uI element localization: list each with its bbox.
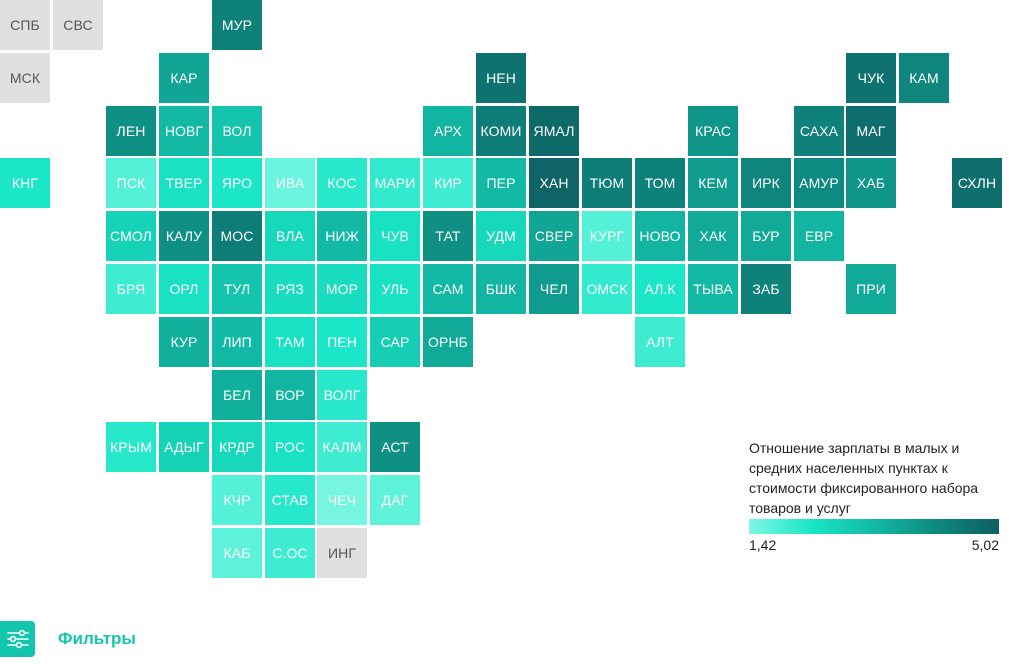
region-tile[interactable]: КИР: [423, 158, 473, 208]
region-tile[interactable]: ОМСК: [582, 264, 632, 314]
region-tile[interactable]: МАРИ: [370, 158, 420, 208]
region-tile[interactable]: МАГ: [846, 106, 896, 156]
region-tile[interactable]: УЛЬ: [370, 264, 420, 314]
region-tile[interactable]: САХА: [794, 106, 844, 156]
region-tile[interactable]: КЕМ: [688, 158, 738, 208]
region-tile[interactable]: ЧЕЛ: [529, 264, 579, 314]
region-tile[interactable]: КАР: [159, 53, 209, 103]
region-tile[interactable]: ТОМ: [635, 158, 685, 208]
region-tile[interactable]: ОРНБ: [423, 317, 473, 367]
region-tile[interactable]: КЧР: [212, 475, 262, 525]
region-tile[interactable]: АМУР: [794, 158, 844, 208]
region-tile[interactable]: АЛ.К: [635, 264, 685, 314]
region-tile[interactable]: КОС: [317, 158, 367, 208]
region-tile[interactable]: ТУЛ: [212, 264, 262, 314]
region-tile[interactable]: ПЕР: [476, 158, 526, 208]
region-tile[interactable]: ПСК: [106, 158, 156, 208]
region-tile[interactable]: ХАН: [529, 158, 579, 208]
region-tile[interactable]: ТЮМ: [582, 158, 632, 208]
region-tile[interactable]: ВОЛГ: [317, 370, 367, 420]
region-tile[interactable]: БРЯ: [106, 264, 156, 314]
region-tile[interactable]: АСТ: [370, 422, 420, 472]
region-tile[interactable]: СТАВ: [265, 475, 315, 525]
region-tile[interactable]: ЕВР: [794, 211, 844, 261]
region-tile[interactable]: АДЫГ: [159, 422, 209, 472]
region-tile[interactable]: АРХ: [423, 106, 473, 156]
region-tile[interactable]: ИНГ: [317, 528, 367, 578]
region-tile[interactable]: ЧЕЧ: [317, 475, 367, 525]
region-tile[interactable]: ПРИ: [846, 264, 896, 314]
region-tile[interactable]: ХАК: [688, 211, 738, 261]
legend-min-label: 1,42: [749, 537, 777, 553]
legend-labels: 1,42 5,02: [749, 537, 1001, 557]
region-tile[interactable]: КАМ: [899, 53, 949, 103]
filters-label[interactable]: Фильтры: [58, 629, 136, 648]
region-tile[interactable]: ПЕН: [317, 317, 367, 367]
region-tile[interactable]: ДАГ: [370, 475, 420, 525]
region-tile[interactable]: ТЫВА: [688, 264, 738, 314]
region-tile[interactable]: ЯМАЛ: [529, 106, 579, 156]
region-tile[interactable]: ЗАБ: [741, 264, 791, 314]
region-tile[interactable]: ВОР: [265, 370, 315, 420]
region-tile[interactable]: ВОЛ: [212, 106, 262, 156]
region-tile[interactable]: БШК: [476, 264, 526, 314]
region-tile[interactable]: ТАТ: [423, 211, 473, 261]
region-tile[interactable]: ИРК: [741, 158, 791, 208]
filters-button[interactable]: Фильтры: [0, 621, 200, 657]
region-tile[interactable]: АЛТ: [635, 317, 685, 367]
region-tile[interactable]: КАЛУ: [159, 211, 209, 261]
region-tile[interactable]: МСК: [0, 53, 50, 103]
region-tile[interactable]: ВЛА: [265, 211, 315, 261]
region-tile[interactable]: БЕЛ: [212, 370, 262, 420]
region-tile[interactable]: СВЕР: [529, 211, 579, 261]
legend: Отношение зарплаты в малых и средних нас…: [749, 438, 1001, 557]
region-tile[interactable]: КУРГ: [582, 211, 632, 261]
region-tile[interactable]: САР: [370, 317, 420, 367]
region-tile[interactable]: ЛИП: [212, 317, 262, 367]
region-tile[interactable]: ЯРО: [212, 158, 262, 208]
region-tile[interactable]: КОМИ: [476, 106, 526, 156]
region-tile[interactable]: МОР: [317, 264, 367, 314]
legend-max-label: 5,02: [971, 537, 999, 553]
region-tile[interactable]: КРАС: [688, 106, 738, 156]
region-tile[interactable]: ХАБ: [846, 158, 896, 208]
region-tile[interactable]: ЛЕН: [106, 106, 156, 156]
region-tile[interactable]: КНГ: [0, 158, 50, 208]
region-tile[interactable]: РЯЗ: [265, 264, 315, 314]
region-tile[interactable]: НОВО: [635, 211, 685, 261]
region-tile[interactable]: ТАМ: [265, 317, 315, 367]
region-tile[interactable]: ИВА: [265, 158, 315, 208]
region-tile[interactable]: ТВЕР: [159, 158, 209, 208]
region-tile[interactable]: МОС: [212, 211, 262, 261]
region-tile[interactable]: КРЫМ: [106, 422, 156, 472]
region-tile[interactable]: УДМ: [476, 211, 526, 261]
region-tile[interactable]: КАБ: [212, 528, 262, 578]
region-tile[interactable]: ОРЛ: [159, 264, 209, 314]
region-tile[interactable]: МУР: [212, 0, 262, 50]
region-tile[interactable]: СВС: [53, 0, 103, 50]
legend-title: Отношение зарплаты в малых и средних нас…: [749, 440, 979, 516]
region-tile[interactable]: НЕН: [476, 53, 526, 103]
region-tile[interactable]: НОВГ: [159, 106, 209, 156]
region-tile[interactable]: РОС: [265, 422, 315, 472]
region-tile[interactable]: САМ: [423, 264, 473, 314]
region-tile[interactable]: СМОЛ: [106, 211, 156, 261]
region-tile[interactable]: КРДР: [212, 422, 262, 472]
region-tile[interactable]: ЧУК: [846, 53, 896, 103]
region-tile[interactable]: ЧУВ: [370, 211, 420, 261]
region-tile[interactable]: КАЛМ: [317, 422, 367, 472]
region-tile[interactable]: КУР: [159, 317, 209, 367]
legend-color-scale: [749, 519, 999, 534]
region-tile[interactable]: НИЖ: [317, 211, 367, 261]
sliders-icon[interactable]: [0, 621, 35, 657]
region-tile[interactable]: БУР: [741, 211, 791, 261]
region-tile[interactable]: СПБ: [0, 0, 50, 50]
region-tile[interactable]: СХЛН: [952, 158, 1002, 208]
region-tile[interactable]: С.ОС: [265, 528, 315, 578]
